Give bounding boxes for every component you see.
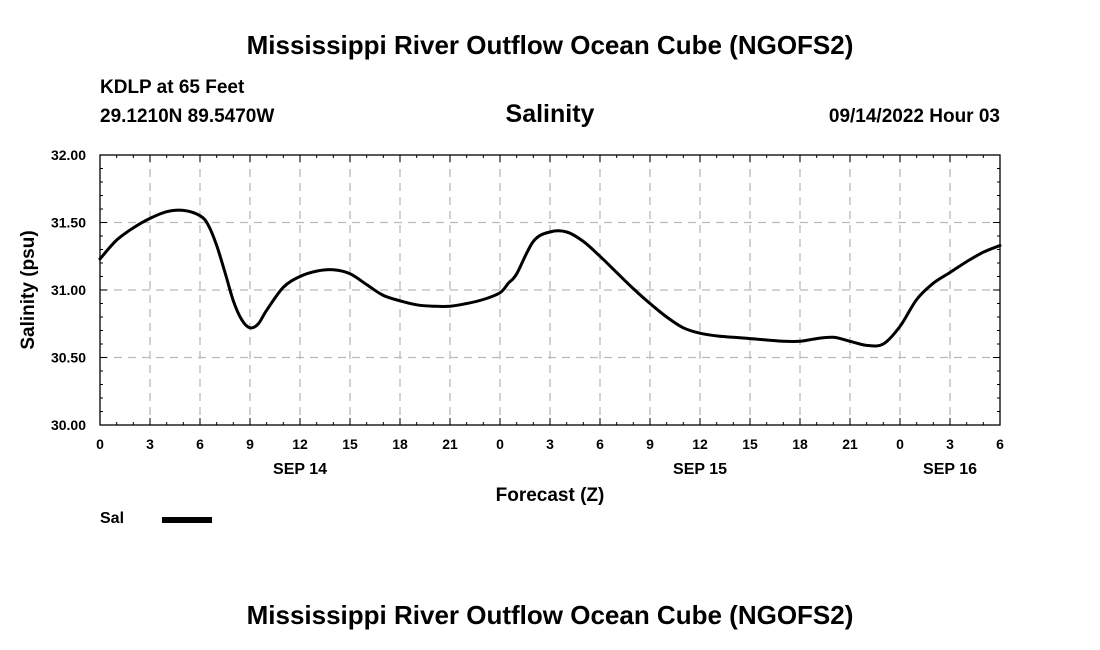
x-tick-label: 0 (496, 436, 504, 452)
x-axis-label: Forecast (Z) (496, 485, 605, 506)
x-tick-label: 12 (692, 436, 708, 452)
footer-title: Mississippi River Outflow Ocean Cube (NG… (246, 600, 854, 630)
station-label: KDLP at 65 Feet (100, 77, 245, 98)
x-tick-label: 0 (896, 436, 904, 452)
legend-label: Sal (100, 510, 125, 527)
series-line-sal (98, 208, 1002, 348)
x-date-label: SEP 16 (923, 461, 977, 478)
y-tick-label: 30.00 (51, 417, 86, 433)
chart-title: Mississippi River Outflow Ocean Cube (NG… (246, 30, 854, 60)
y-tick-label: 31.00 (51, 282, 86, 298)
legend-swatch (162, 517, 212, 523)
x-tick-label: 6 (596, 436, 604, 452)
y-axis-label: Salinity (psu) (18, 230, 39, 349)
x-tick-label: 9 (646, 436, 654, 452)
x-tick-label: 0 (96, 436, 104, 452)
y-tick-label: 30.50 (51, 350, 86, 366)
x-tick-label: 18 (792, 436, 808, 452)
y-tick-label: 32.00 (51, 147, 86, 163)
x-tick-label: 18 (392, 436, 408, 452)
x-tick-label: 15 (342, 436, 358, 452)
x-tick-label: 15 (742, 436, 758, 452)
coordinates-label: 29.1210N 89.5470W (100, 106, 275, 127)
x-tick-label: 3 (546, 436, 554, 452)
x-tick-label: 3 (946, 436, 954, 452)
x-tick-label: 21 (442, 436, 458, 452)
x-tick-label: 12 (292, 436, 308, 452)
variable-title: Salinity (505, 100, 595, 128)
x-tick-label: 9 (246, 436, 254, 452)
x-date-label: SEP 15 (673, 461, 727, 478)
y-tick-label: 31.50 (51, 215, 86, 231)
x-tick-label: 6 (196, 436, 204, 452)
x-tick-label: 6 (996, 436, 1004, 452)
x-tick-label: 21 (842, 436, 858, 452)
x-date-label: SEP 14 (273, 461, 327, 478)
forecast-datetime: 09/14/2022 Hour 03 (828, 106, 1000, 127)
x-tick-label: 3 (146, 436, 154, 452)
